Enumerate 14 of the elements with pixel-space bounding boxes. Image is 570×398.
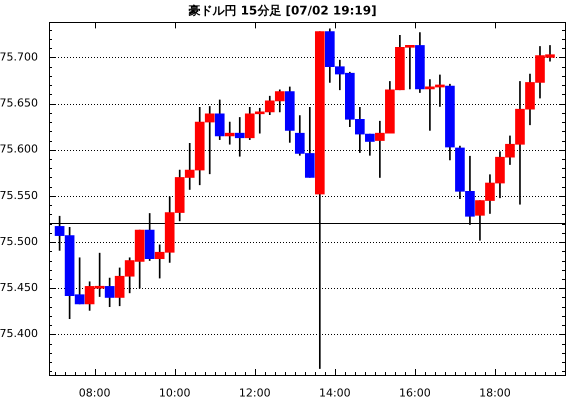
x-tick-label: 12:00 [238,386,271,398]
y-tick-label: 75.700 [0,50,38,64]
x-tick-label: 16:00 [399,386,431,398]
x-tick-label: 14:00 [318,386,351,398]
y-tick-label: 75.600 [0,142,38,156]
x-tick-label: 18:00 [479,386,511,398]
y-tick-label: 75.500 [0,234,38,248]
x-tick-label: 10:00 [158,386,191,398]
x-tick-label: 08:00 [78,386,110,398]
y-tick-label: 75.400 [0,327,38,340]
y-tick-label: 75.650 [0,96,38,110]
chart-title: 豪ドル円 15分足 [07/02 19:19] [187,3,377,18]
y-tick-label: 75.450 [0,281,38,294]
y-tick-label: 75.550 [0,188,38,202]
